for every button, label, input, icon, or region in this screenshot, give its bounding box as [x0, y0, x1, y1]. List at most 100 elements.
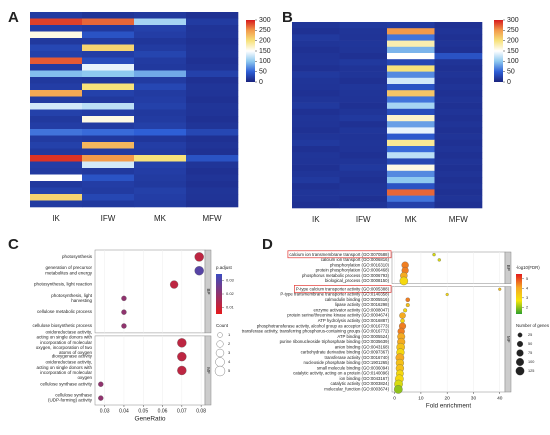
heatmap-cell [434, 108, 483, 116]
heatmap-cell [434, 121, 483, 128]
heatmap-cell [434, 127, 483, 134]
colorbar-tick-label: 50 [507, 69, 515, 76]
heatmap-cell [339, 53, 388, 60]
heatmap-cell [134, 51, 187, 58]
x-tick-label: 30 [471, 395, 477, 401]
heatmap-cell [30, 64, 83, 71]
heatmap-cell [30, 51, 83, 58]
panel-label: A [8, 9, 19, 26]
heatmap-cell [82, 181, 135, 188]
heatmap-cell [339, 146, 388, 153]
heatmap-cell [339, 90, 388, 97]
facet-strip [204, 249, 212, 334]
term-label-line: oxidoreductase activity, [46, 360, 92, 365]
term-label-line: metabolites and energy [45, 271, 93, 276]
column-label: IK [312, 215, 320, 224]
heatmap-cell [434, 164, 483, 172]
heatmap-cell [292, 183, 340, 190]
dot [445, 292, 449, 297]
heatmap-cell [339, 152, 388, 159]
heatmap-cell [134, 103, 187, 110]
heatmap-cell [292, 127, 340, 134]
term-label: cellulose biosynthetic process [32, 323, 92, 328]
heatmap-cell [339, 22, 388, 29]
heatmap-cell [339, 183, 388, 190]
heatmap-cell [339, 77, 388, 85]
heatmap-cell [186, 135, 239, 143]
heatmap-cell [387, 34, 435, 41]
heatmap-cell [134, 116, 187, 123]
x-axis-title: Fold enrichment [426, 403, 471, 410]
heatmap-cell [292, 90, 340, 97]
heatmap-cell [387, 28, 435, 35]
term-label: calmodulin binding (GO:0005516) [325, 297, 390, 302]
heatmap-cell [134, 83, 187, 91]
heatmap-cell [434, 59, 483, 66]
heatmap-cell [30, 90, 83, 97]
heatmap-cell [387, 40, 435, 48]
dot [177, 351, 187, 362]
colorbar-tick-label: 100 [259, 58, 271, 65]
term-label: enzyme activator activity (GO:0008047) [314, 307, 390, 312]
heatmap-cell [82, 174, 135, 182]
heatmap-cell [339, 59, 388, 66]
panel-label: B [282, 9, 293, 26]
size-legend-title: Count [216, 323, 229, 328]
heatmap-cell [82, 44, 135, 52]
heatmap-cell [30, 122, 83, 130]
heatmap-cell [82, 161, 135, 169]
heatmap-cell [292, 164, 340, 172]
heatmap-cell [434, 90, 483, 97]
heatmap-cell [292, 22, 340, 29]
term-label: calcium ion transport (GO:0006816) [321, 257, 390, 262]
heatmap-cell [387, 201, 435, 209]
heatmap-cell [387, 22, 435, 29]
heatmap-cell [186, 194, 239, 201]
heatmap-cell [387, 127, 435, 134]
heatmap-cell [186, 77, 239, 84]
heatmap-cell [292, 133, 340, 141]
heatmap-cell [434, 195, 483, 203]
heatmap-cell [134, 174, 187, 182]
heatmap-cell [186, 38, 239, 45]
colorbar-tick-label: 5 [526, 277, 528, 281]
heatmap-cell [339, 40, 388, 48]
colorbar-tick-label: 0 [507, 79, 511, 86]
colorbar-tick-label: 100 [507, 58, 519, 65]
colorbar-tick-label: 50 [259, 69, 267, 76]
heatmap-cell [387, 164, 435, 172]
heatmap-cell [134, 18, 187, 26]
panel-label: D [262, 236, 273, 253]
colorbar-tick-label: 0.02 [226, 291, 235, 296]
heatmap-cell [434, 22, 483, 29]
term-label: photosynthesis, light harvesting [51, 293, 93, 303]
heatmap-cell [186, 103, 239, 110]
heatmap-cell [30, 12, 83, 19]
term-label-line: oxygen [77, 375, 92, 380]
x-tick-label: 0.06 [158, 408, 168, 414]
heatmap-cell [82, 122, 135, 130]
heatmap-cell [82, 38, 135, 45]
x-tick-label: 0 [393, 395, 396, 401]
heatmap-cell [82, 83, 135, 91]
panel-label: C [8, 236, 19, 253]
heatmap-cell [434, 177, 483, 184]
colorbar-tick-label: 3 [526, 296, 528, 300]
heatmap-cell [186, 70, 239, 78]
heatmap-cell [82, 155, 135, 162]
term-label: phosphotransferase activity, alcohol gro… [257, 323, 390, 328]
size-legend-dot [214, 365, 226, 377]
term-label: phosphorylation (GO:0016310) [330, 262, 390, 267]
heatmap-cell [134, 135, 187, 143]
heatmap-cell [292, 102, 340, 110]
heatmap-cell [292, 170, 340, 178]
size-legend-label: 3 [228, 350, 231, 355]
heatmap-cell [292, 53, 340, 60]
heatmap-cell [134, 77, 187, 84]
heatmap-cell [186, 83, 239, 91]
heatmap-cell [186, 155, 239, 162]
dot [98, 381, 104, 387]
facet-strip [204, 335, 212, 406]
heatmap-cell [339, 46, 388, 54]
